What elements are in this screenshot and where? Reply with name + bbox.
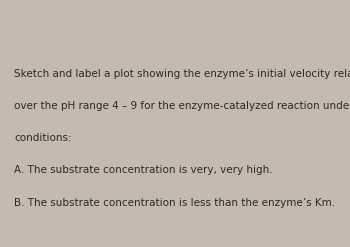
Text: A. The substrate concentration is very, very high.: A. The substrate concentration is very, … <box>14 165 273 175</box>
Text: over the pH range 4 – 9 for the enzyme-catalyzed reaction under these two: over the pH range 4 – 9 for the enzyme-c… <box>14 101 350 111</box>
Text: Sketch and label a plot showing the enzyme’s initial velocity relative to pH: Sketch and label a plot showing the enzy… <box>14 69 350 79</box>
Text: conditions:: conditions: <box>14 133 72 143</box>
Text: B. The substrate concentration is less than the enzyme’s Km.: B. The substrate concentration is less t… <box>14 198 335 207</box>
